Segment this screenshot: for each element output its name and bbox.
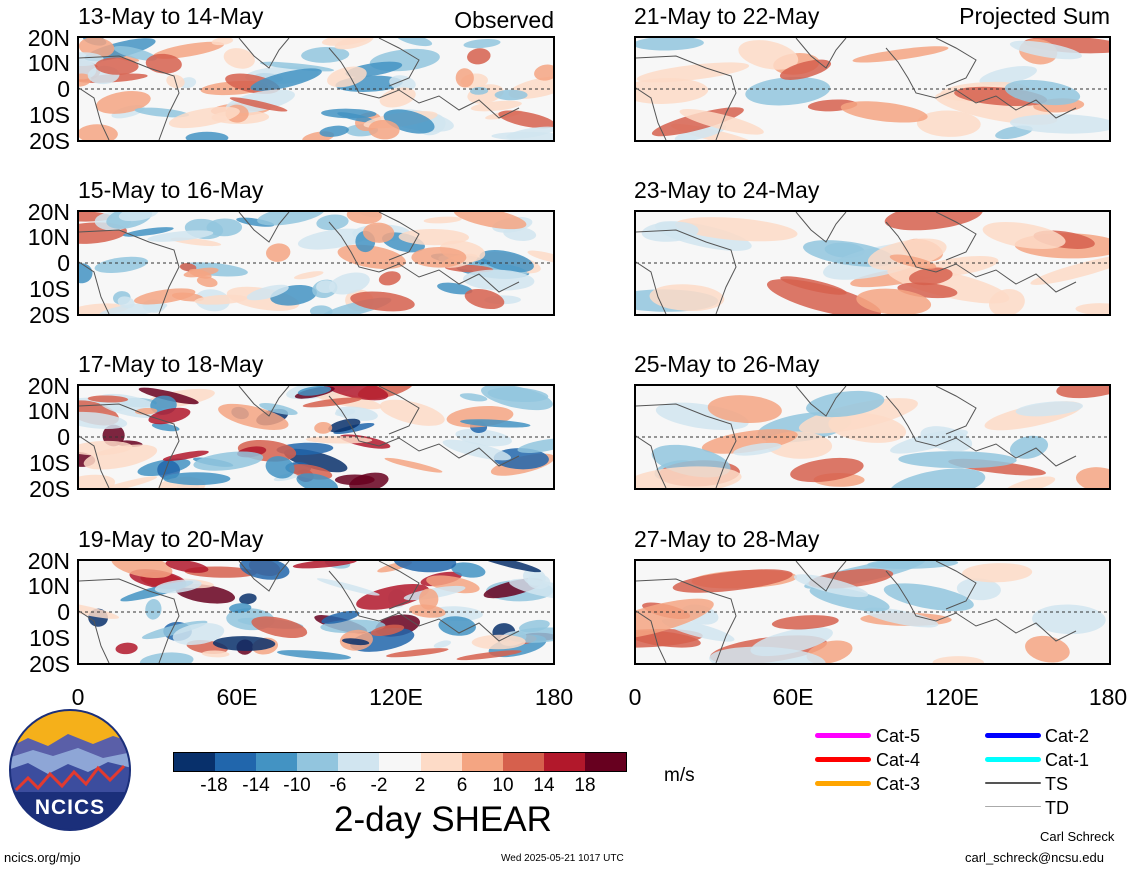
panel-tag: Observed: [454, 7, 554, 33]
lon-label: 180: [1088, 684, 1128, 710]
colorbar-tick: 10: [492, 775, 514, 796]
shear-map: [77, 384, 555, 490]
shear-map: [634, 559, 1111, 665]
lon-label: 60E: [772, 684, 814, 710]
colorbar-swatch: [174, 753, 216, 771]
shear-field: [636, 386, 1109, 488]
colorbar-tick: 14: [533, 775, 555, 796]
footer-author: Carl Schreck: [1040, 829, 1115, 844]
lon-label: 120E: [925, 684, 979, 710]
legend-swatch-cat4: [815, 757, 871, 762]
lat-label: 10S: [29, 625, 70, 651]
lat-label: 0: [57, 76, 70, 102]
colorbar-swatch: [502, 753, 544, 771]
colorbar-swatch: [584, 753, 627, 771]
colorbar-swatch: [543, 753, 585, 771]
legend-label: Cat-2: [1045, 726, 1090, 746]
colorbar-swatch: [420, 753, 462, 771]
legend-label: Cat-3: [876, 774, 921, 794]
colorbar-swatch: [215, 753, 257, 771]
legend-label: Cat-4: [876, 750, 921, 770]
panel-title: 27-May to 28-May: [634, 526, 820, 552]
legend-swatch-cat5: [815, 733, 871, 738]
lat-label: 0: [57, 250, 70, 276]
colorbar-tick: 18: [574, 775, 596, 796]
lat-label: 20S: [29, 128, 70, 154]
lat-label: 10N: [27, 50, 70, 76]
colorbar-tick: -6: [329, 775, 347, 796]
panel-title: 21-May to 22-May: [634, 3, 820, 29]
colorbar-swatch: [379, 753, 421, 771]
shear-map: [634, 210, 1111, 316]
lat-label: 10S: [29, 102, 70, 128]
shear-field: [79, 561, 553, 663]
colorbar-tick: -14: [242, 775, 270, 796]
lon-label: 60E: [216, 684, 258, 710]
legend-swatch-ts: [985, 782, 1041, 784]
shear-field: [636, 561, 1109, 663]
shear-map: [77, 559, 555, 665]
lat-label: 10N: [27, 573, 70, 599]
shear-field: [636, 38, 1109, 140]
lon-label: 0: [628, 684, 642, 710]
lon-label: 180: [534, 684, 574, 710]
colorbar-tick: -18: [200, 775, 228, 796]
legend-swatch-td: [985, 806, 1041, 807]
colorbar-swatch: [256, 753, 298, 771]
shear-map: [634, 36, 1111, 142]
lat-label: 20S: [29, 302, 70, 328]
lat-label: 10N: [27, 224, 70, 250]
lat-label: 20S: [29, 651, 70, 677]
lat-label: 10S: [29, 450, 70, 476]
shear-map: [77, 36, 555, 142]
lat-label: 20N: [27, 199, 70, 225]
chart-title: 2-day SHEAR: [334, 800, 552, 839]
panel-title: 19-May to 20-May: [78, 526, 264, 552]
colorbar-swatch: [338, 753, 380, 771]
legend-label: TS: [1045, 774, 1069, 794]
panel-title: 25-May to 26-May: [634, 351, 820, 377]
colorbar-units: m/s: [664, 765, 695, 786]
lat-label: 20N: [27, 548, 70, 574]
lat-label: 20N: [27, 25, 70, 51]
legend-swatch-cat1: [985, 757, 1041, 762]
colorbar-swatch: [461, 753, 503, 771]
colorbar-tick: -10: [283, 775, 311, 796]
lat-label: 20S: [29, 476, 70, 502]
lat-label: 0: [57, 599, 70, 625]
lat-label: 20N: [27, 373, 70, 399]
logo-emblem: [9, 709, 131, 831]
ncics-logo: NCICS: [8, 708, 132, 832]
lon-label: 120E: [369, 684, 423, 710]
shear-field: [79, 386, 553, 488]
legend-swatch-cat3: [815, 781, 871, 786]
shear-map: [77, 210, 555, 316]
colorbar-tick: 2: [414, 775, 426, 796]
panel-title: 13-May to 14-May: [78, 3, 264, 29]
colorbar-tick: 6: [456, 775, 468, 796]
lat-label: 10N: [27, 398, 70, 424]
legend-label: TD: [1045, 798, 1069, 818]
shear-field: [79, 38, 553, 140]
legend-swatch-cat2: [985, 733, 1041, 738]
shear-field: [79, 212, 553, 314]
legend-label: Cat-1: [1045, 750, 1090, 770]
logo-text: NCICS: [34, 796, 106, 819]
footer-email: carl_schreck@ncsu.edu: [965, 850, 1104, 865]
legend-label: Cat-5: [876, 726, 921, 746]
panel-title: 23-May to 24-May: [634, 177, 820, 203]
panel-title: 17-May to 18-May: [78, 351, 264, 377]
footer-site: ncics.org/mjo: [4, 850, 81, 865]
shear-field: [636, 212, 1109, 314]
shear-map: [634, 384, 1111, 490]
lon-label: 0: [71, 684, 85, 710]
panel-tag: Projected Sum: [959, 3, 1110, 29]
colorbar-swatch: [297, 753, 339, 771]
lat-label: 0: [57, 424, 70, 450]
footer-timestamp: Wed 2025-05-21 1017 UTC: [501, 853, 624, 864]
colorbar-tick: -2: [370, 775, 388, 796]
lat-label: 10S: [29, 276, 70, 302]
colorbar: [173, 752, 627, 772]
panel-title: 15-May to 16-May: [78, 177, 264, 203]
